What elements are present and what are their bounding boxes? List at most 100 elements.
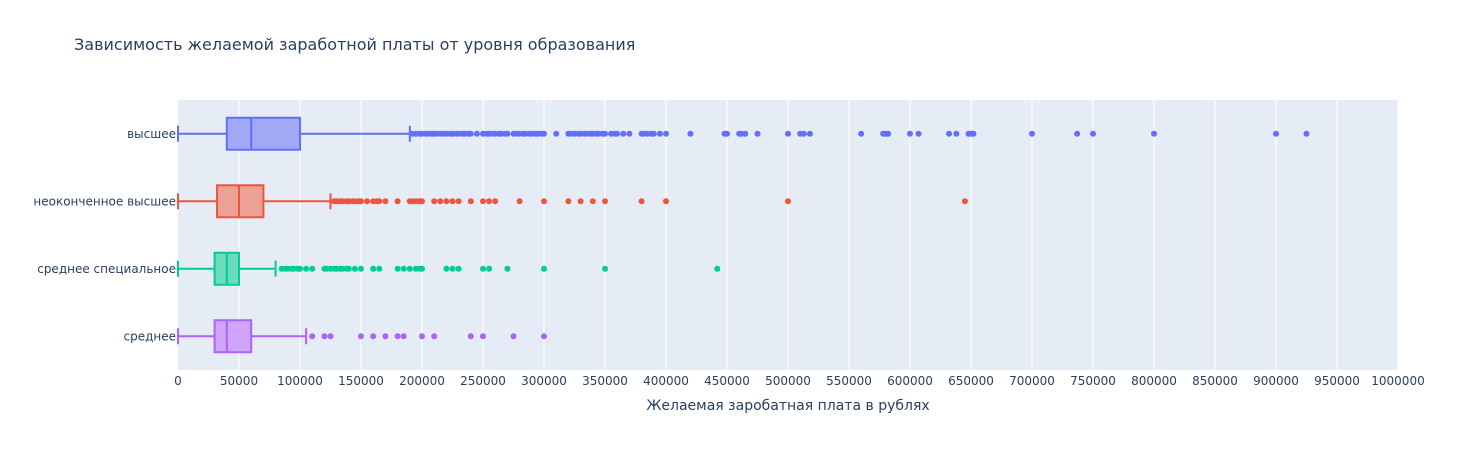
x-tick-label: 50000 — [220, 374, 258, 388]
outlier-point — [907, 130, 913, 137]
y-tick-label: высшее — [127, 127, 176, 141]
y-axis-ticks: высшее неоконченное высшее среднее специал… — [33, 127, 176, 344]
outlier-point — [687, 130, 694, 137]
x-tick-label: 0 — [174, 374, 182, 388]
chart-title: Зависимость желаемой заработной платы от… — [74, 35, 635, 54]
outlier-point — [858, 130, 865, 137]
x-tick-label: 750000 — [1070, 374, 1116, 388]
x-tick-label: 100000 — [277, 374, 323, 388]
outlier-point — [1090, 130, 1096, 137]
x-gridlines — [238, 100, 1399, 370]
outlier-point — [437, 198, 444, 205]
outlier-point — [626, 130, 633, 137]
outlier-point — [638, 198, 645, 205]
outlier-point — [589, 198, 596, 205]
outlier-point — [480, 333, 486, 340]
outlier-point — [602, 130, 608, 137]
outlier-point — [724, 130, 730, 137]
outlier-point — [394, 198, 401, 205]
outlier-point — [602, 265, 608, 272]
outlier-point — [614, 130, 621, 137]
outlier-point — [382, 198, 389, 205]
outlier-point — [443, 198, 450, 205]
outlier-point — [382, 333, 389, 340]
y-tick-label: среднее — [123, 329, 176, 343]
outlier-point — [1303, 130, 1310, 137]
x-tick-label: 600000 — [887, 374, 933, 388]
outlier-point — [467, 198, 474, 205]
outlier-point — [419, 198, 425, 205]
outlier-point — [455, 265, 462, 272]
box-trace — [177, 251, 721, 286]
outlier-point — [553, 130, 560, 137]
outlier-point — [953, 130, 960, 137]
outlier-point — [885, 130, 892, 137]
box-trace — [177, 116, 1310, 151]
box-traces — [177, 116, 1310, 354]
outlier-point — [443, 265, 450, 272]
x-tick-label: 850000 — [1192, 374, 1238, 388]
outlier-point — [1151, 130, 1157, 137]
outlier-point — [663, 130, 669, 137]
outlier-point — [800, 130, 807, 137]
outlier-point — [455, 198, 462, 205]
outlier-point — [351, 265, 358, 272]
outlier-point — [714, 265, 721, 272]
outlier-point — [970, 130, 977, 137]
outlier-point — [620, 130, 627, 137]
outlier-point — [419, 265, 425, 272]
outlier-point — [1029, 130, 1035, 137]
box-iqr — [225, 116, 301, 151]
outlier-point — [565, 198, 572, 205]
outlier-point — [785, 198, 791, 205]
outlier-point — [541, 130, 547, 137]
outlier-point — [504, 130, 511, 137]
outlier-point — [309, 265, 316, 272]
outlier-point — [406, 265, 413, 272]
outlier-point — [754, 130, 761, 137]
outlier-point — [1074, 130, 1081, 137]
x-tick-label: 250000 — [460, 374, 506, 388]
box-iqr — [213, 319, 253, 354]
outlier-point — [656, 130, 663, 137]
outlier-point — [961, 198, 968, 205]
outlier-point — [400, 265, 407, 272]
outlier-point — [504, 265, 511, 272]
outlier-point — [577, 198, 584, 205]
outlier-point — [419, 333, 425, 340]
outlier-point — [370, 265, 377, 272]
x-tick-label: 550000 — [826, 374, 872, 388]
outlier-point — [400, 333, 407, 340]
outlier-point — [358, 265, 364, 272]
outlier-point — [297, 265, 303, 272]
x-tick-label: 900000 — [1253, 374, 1299, 388]
x-tick-label: 500000 — [765, 374, 811, 388]
box-trace — [177, 319, 547, 354]
outlier-point — [492, 198, 499, 205]
outlier-point — [510, 333, 517, 340]
outlier-point — [480, 198, 486, 205]
y-tick-label: среднее специальное — [37, 262, 176, 276]
outlier-point — [309, 333, 316, 340]
x-tick-label: 950000 — [1314, 374, 1360, 388]
outlier-point — [449, 198, 456, 205]
y-tick-label: неоконченное высшее — [33, 194, 176, 208]
outlier-point — [358, 198, 364, 205]
outlier-point — [449, 265, 456, 272]
outlier-point — [602, 198, 608, 205]
outlier-point — [915, 130, 922, 137]
outlier-point — [1273, 130, 1279, 137]
outlier-point — [345, 265, 352, 272]
outlier-point — [376, 265, 383, 272]
outlier-point — [806, 130, 813, 137]
outlier-point — [364, 198, 371, 205]
x-tick-label: 700000 — [1009, 374, 1055, 388]
outlier-point — [486, 198, 493, 205]
x-tick-label: 200000 — [399, 374, 445, 388]
outlier-point — [467, 130, 474, 137]
x-tick-label: 450000 — [704, 374, 750, 388]
box-iqr — [216, 184, 265, 219]
outlier-point — [370, 333, 377, 340]
x-tick-label: 400000 — [643, 374, 689, 388]
